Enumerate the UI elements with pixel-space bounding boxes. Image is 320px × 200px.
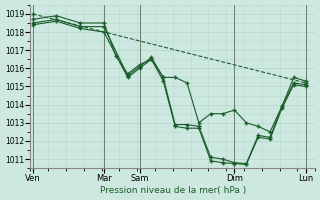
X-axis label: Pression niveau de la mer( hPa ): Pression niveau de la mer( hPa ) (100, 186, 246, 195)
